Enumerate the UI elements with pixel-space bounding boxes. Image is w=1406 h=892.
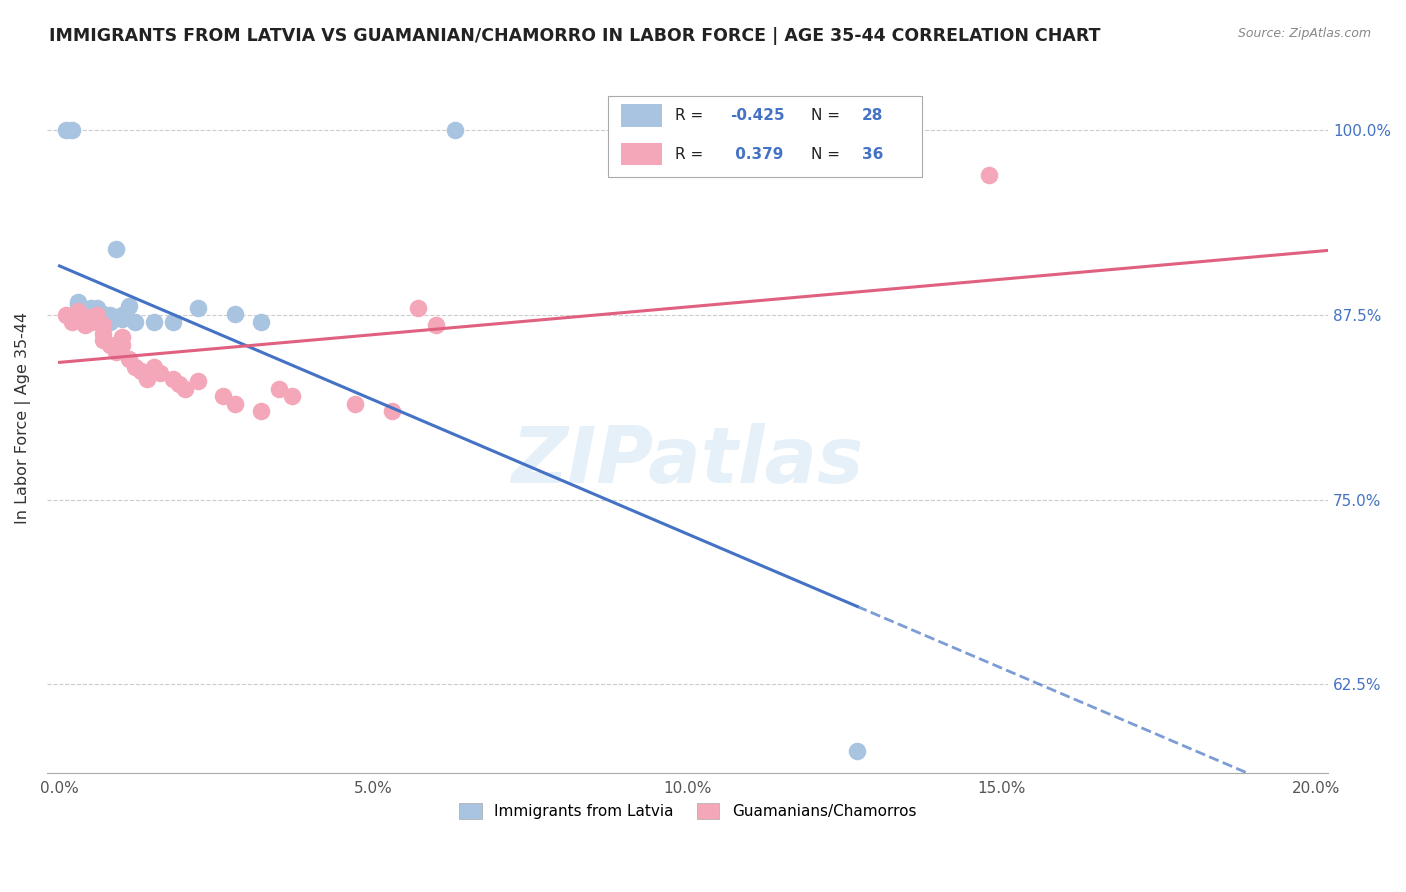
Text: 0.379: 0.379 [730,146,783,161]
Point [60,315,83,329]
Point [93,327,115,342]
Text: N =: N = [810,108,845,123]
Point [343,397,366,411]
Point [167,377,190,392]
Text: R =: R = [675,146,707,161]
Point [977,168,1000,182]
Point [86,308,108,322]
Point [60,123,83,137]
Text: R =: R = [675,108,707,123]
Point [111,337,134,351]
Point [162,371,184,385]
Point [105,345,128,359]
FancyBboxPatch shape [621,143,662,165]
Point [381,404,404,418]
Point [117,352,139,367]
Point [249,315,271,329]
Point [846,743,869,757]
Point [111,330,134,344]
Point [93,333,115,347]
Point [187,375,209,389]
Point [98,308,121,322]
Y-axis label: In Labor Force | Age 35-44: In Labor Force | Age 35-44 [15,312,31,524]
Point [86,301,108,315]
Point [444,123,467,137]
Point [425,318,447,333]
Point [187,301,209,315]
Point [406,301,429,315]
Text: IMMIGRANTS FROM LATVIA VS GUAMANIAN/CHAMORRO IN LABOR FORCE | AGE 35-44 CORRELAT: IMMIGRANTS FROM LATVIA VS GUAMANIAN/CHAM… [49,27,1101,45]
Point [224,397,246,411]
Point [142,315,165,329]
Text: ZIPatlas: ZIPatlas [512,423,863,499]
Point [86,310,108,324]
Point [80,315,103,329]
Legend: Immigrants from Latvia, Guamanians/Chamorros: Immigrants from Latvia, Guamanians/Chamo… [453,797,922,825]
Point [211,389,233,403]
Point [86,315,108,329]
Point [73,312,96,326]
Point [124,359,146,374]
Point [80,310,103,324]
Point [117,299,139,313]
Point [73,307,96,321]
Point [98,337,121,351]
Point [55,308,77,322]
Point [111,308,134,322]
Point [111,312,134,326]
Point [281,389,304,403]
Point [73,318,96,333]
Point [142,359,165,374]
Point [249,404,271,418]
Point [174,382,197,396]
Text: 36: 36 [862,146,883,161]
Point [80,312,103,326]
Point [269,382,291,396]
Text: -0.425: -0.425 [730,108,785,123]
Text: 28: 28 [862,108,883,123]
Point [55,123,77,137]
Point [67,294,90,309]
Text: N =: N = [810,146,845,161]
Point [162,315,184,329]
Point [93,318,115,333]
Point [149,366,172,380]
Point [67,298,90,312]
Point [124,315,146,329]
Point [98,315,121,329]
Text: Source: ZipAtlas.com: Source: ZipAtlas.com [1237,27,1371,40]
FancyBboxPatch shape [609,96,922,178]
Point [93,307,115,321]
Point [80,301,103,315]
FancyBboxPatch shape [621,104,662,128]
Point [67,303,90,318]
Point [129,364,152,378]
Point [93,312,115,326]
Point [224,307,246,321]
Point [105,242,128,256]
Point [86,303,108,318]
Point [136,371,159,385]
Point [73,302,96,317]
Point [80,307,103,321]
